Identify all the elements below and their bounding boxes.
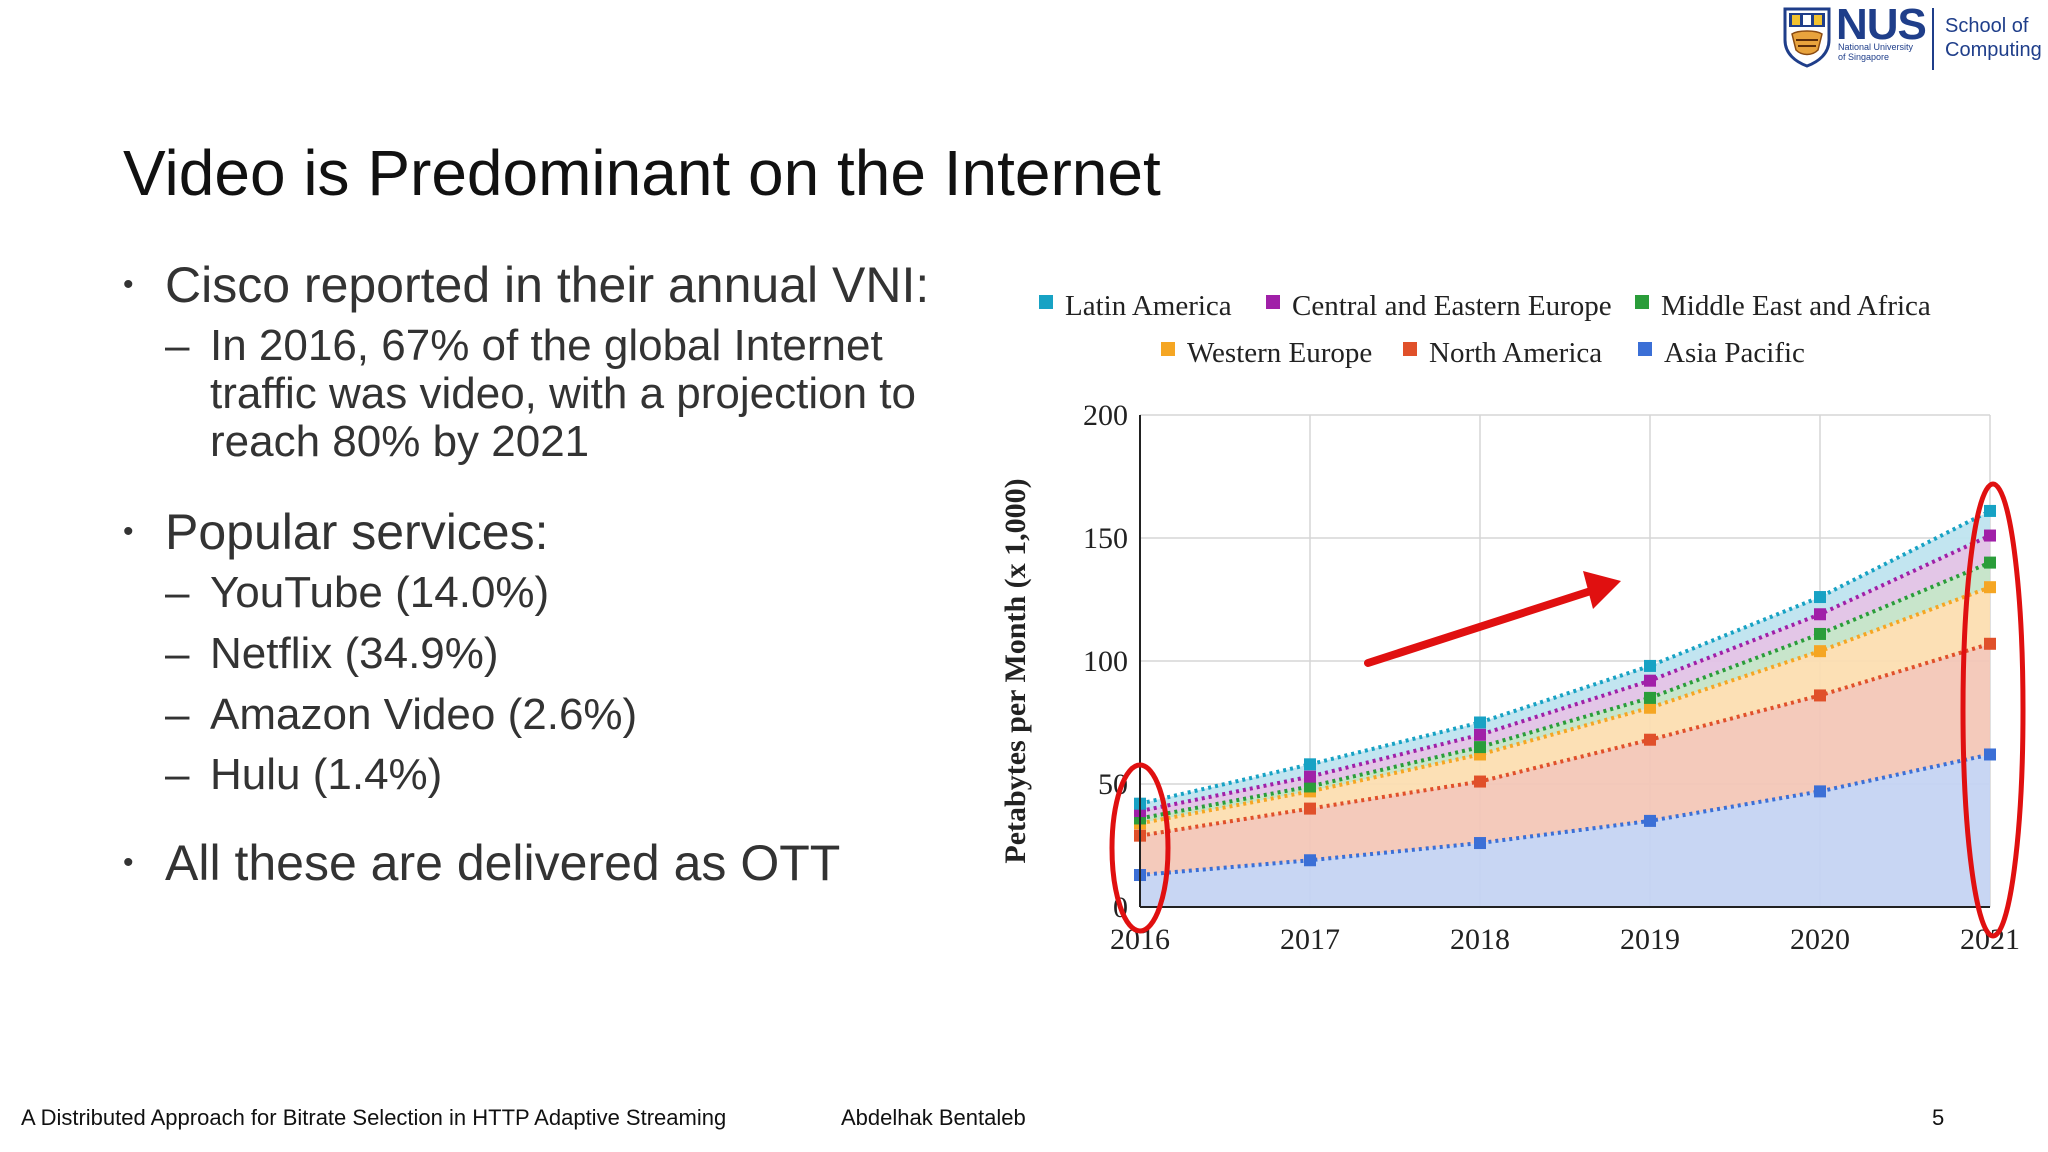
slide-title: Video is Predominant on the Internet	[123, 137, 1161, 209]
series-line	[1139, 560, 1991, 821]
data-point	[1644, 659, 1656, 672]
data-point	[1644, 691, 1656, 704]
data-point	[1984, 529, 1996, 542]
nus-crest-icon	[1783, 7, 1831, 68]
data-point	[1984, 637, 1996, 650]
legend-swatch	[1039, 295, 1053, 309]
legend-label: Asia Pacific	[1664, 337, 1805, 369]
x-tick-label: 2017	[1280, 923, 1340, 956]
data-point	[1644, 814, 1656, 827]
legend-label: Western Europe	[1187, 337, 1372, 369]
data-point	[1304, 780, 1316, 793]
data-point	[1984, 748, 1996, 761]
x-tick-label: 2021	[1960, 923, 2020, 956]
data-point	[1304, 802, 1316, 815]
data-point	[1474, 716, 1486, 729]
data-point	[1304, 758, 1316, 771]
data-point	[1644, 733, 1656, 746]
area-band	[1140, 754, 1990, 907]
data-point	[1814, 627, 1826, 640]
data-point	[1304, 770, 1316, 783]
data-point	[1474, 741, 1486, 754]
logo-school: School of Computing	[1945, 14, 2042, 62]
x-tick-label: 2020	[1790, 923, 1850, 956]
dash-symbol: –	[165, 690, 190, 739]
legend-label: North America	[1429, 337, 1602, 369]
data-point	[1474, 775, 1486, 788]
data-point	[1304, 854, 1316, 867]
x-tick-label: 2016	[1110, 923, 1170, 956]
sub-bullet-line: YouTube (14.0%)	[210, 568, 550, 617]
page-number: 5	[1932, 1105, 1945, 1130]
footer-author: Abdelhak Bentaleb	[841, 1105, 1026, 1130]
x-tick-label: 2018	[1450, 923, 1510, 956]
legend-label: Central and Eastern Europe	[1292, 290, 1612, 322]
data-point	[1814, 785, 1826, 798]
data-point	[1814, 689, 1826, 702]
data-point	[1474, 837, 1486, 850]
series-line	[1139, 752, 1991, 878]
dash-symbol: –	[165, 750, 190, 799]
dash-symbol: –	[165, 629, 190, 678]
sub-bullet-line: In 2016, 67% of the global Internet	[210, 321, 883, 370]
y-tick-label: 200	[1083, 399, 1128, 432]
dash-symbol: –	[165, 321, 190, 370]
legend-swatch	[1638, 342, 1652, 356]
logo-wordmark: NUS	[1836, 0, 1927, 49]
sub-bullet-line: Amazon Video (2.6%)	[210, 690, 638, 739]
data-point	[1814, 591, 1826, 604]
bullet-text: Popular services:	[165, 504, 549, 560]
data-point	[1644, 674, 1656, 687]
bullet-text: All these are delivered as OTT	[165, 835, 841, 891]
bullet-text: Cisco reported in their annual VNI:	[165, 257, 930, 313]
logo-subtitle: National University of Singapore	[1838, 42, 1928, 62]
red-ellipse-2021	[1960, 481, 2026, 939]
x-tick-label: 2019	[1620, 923, 1680, 956]
red-ellipse-2016	[1109, 762, 1171, 934]
logo-divider	[1932, 8, 1934, 70]
data-point	[1474, 728, 1486, 741]
area-band	[1140, 643, 1990, 876]
data-point	[1984, 556, 1996, 569]
footer-title: A Distributed Approach for Bitrate Selec…	[21, 1105, 727, 1130]
data-point	[1984, 504, 1996, 517]
logo-school-line2: Computing	[1945, 39, 2042, 61]
legend-label: Latin America	[1065, 290, 1232, 322]
logo-subtitle-line1: National University	[1838, 42, 1914, 52]
bullet-symbol: •	[123, 515, 134, 548]
area-band	[1140, 587, 1990, 836]
sub-bullet-line: reach 80% by 2021	[210, 417, 590, 466]
bullet-symbol: •	[123, 268, 134, 301]
logo-subtitle-line2: of Singapore	[1838, 52, 1890, 62]
series-line	[1139, 585, 1991, 826]
dash-symbol: –	[165, 568, 190, 617]
data-point	[1814, 608, 1826, 621]
legend-swatch	[1635, 295, 1649, 309]
data-point	[1984, 581, 1996, 594]
data-point	[1814, 645, 1826, 658]
legend-swatch	[1266, 295, 1280, 309]
bullet-symbol: •	[123, 846, 134, 879]
sub-bullet-line: traffic was video, with a projection to	[210, 369, 916, 418]
legend-swatch	[1161, 342, 1175, 356]
y-tick-label: 150	[1083, 522, 1128, 555]
sub-bullet-line: Netflix (34.9%)	[210, 629, 499, 678]
legend-label: Middle East and Africa	[1661, 290, 1931, 322]
red-trend-arrow	[1364, 585, 1601, 667]
sub-bullet-line: Hulu (1.4%)	[210, 750, 443, 799]
series-line	[1139, 509, 1991, 806]
red-arrowhead	[1583, 571, 1621, 609]
y-axis-label: Petabytes per Month (x 1,000)	[999, 478, 1032, 863]
chart: 0 50 100 150 200 2016 2017 2018 2019 2020 2021 Peta…	[985, 275, 2048, 995]
nus-logo: NUS National University of Singapore Sch…	[1782, 0, 2048, 70]
data-point	[1644, 701, 1656, 714]
y-tick-label: 100	[1083, 645, 1128, 678]
logo-school-line1: School of	[1945, 15, 2029, 37]
legend-swatch	[1403, 342, 1417, 356]
